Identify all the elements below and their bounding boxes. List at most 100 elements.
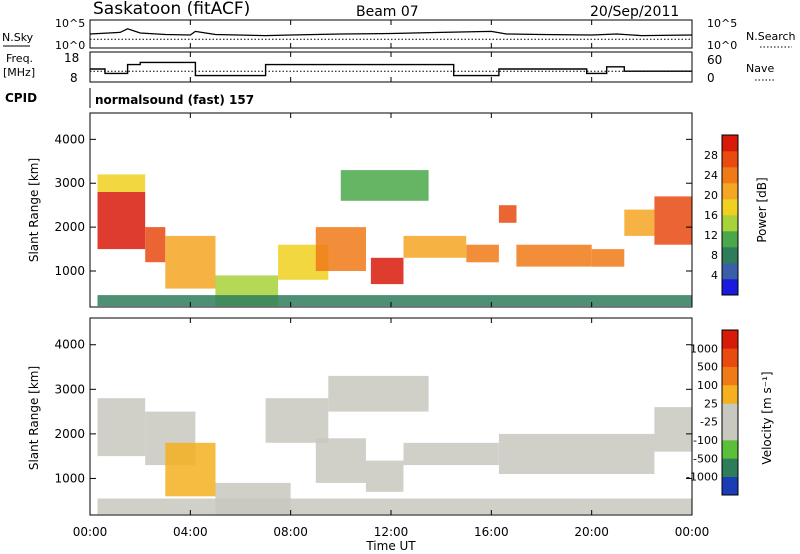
heatmap-cell xyxy=(654,196,692,245)
beam-title: Beam 07 xyxy=(356,4,419,20)
power-cells xyxy=(97,170,692,307)
noise-right-tick-top: 10^5 xyxy=(707,17,737,30)
colorbar-segment xyxy=(722,458,738,477)
colorbar-tick-label: -500 xyxy=(693,452,718,465)
y-tick-label: 4000 xyxy=(54,132,85,146)
colorbar-segment xyxy=(722,366,738,386)
noise-series-line xyxy=(89,28,693,37)
y-tick-label: 1000 xyxy=(54,264,85,278)
freq-right-tick-bottom: 0 xyxy=(707,71,715,85)
colorbar-tick-label: 500 xyxy=(697,361,718,374)
colorbar-segment xyxy=(722,440,738,459)
heatmap-cell xyxy=(165,442,216,497)
colorbar-tick-label: -25 xyxy=(700,416,718,429)
colorbar-frame xyxy=(721,134,739,296)
power-ylabel: Slant Range [km] xyxy=(27,158,41,262)
heatmap-cell xyxy=(165,235,216,289)
colorbar-tick-label: -100 xyxy=(693,434,718,447)
heatmap-cell xyxy=(97,192,146,250)
colorbar-frame xyxy=(721,329,739,496)
freq-right-tick-top: 60 xyxy=(707,53,722,67)
noise-right-tick-bottom: 10^0 xyxy=(707,39,737,52)
colorbar-tick-label: 20 xyxy=(704,189,718,202)
heatmap-cell xyxy=(97,295,692,307)
colorbar-tick-label: 12 xyxy=(704,229,718,242)
freq-left-label-1: Freq. xyxy=(6,52,33,65)
heatmap-cell xyxy=(328,375,429,412)
heatmap-cell xyxy=(466,244,499,263)
heatmap-cell xyxy=(340,170,429,201)
heatmap-cell xyxy=(145,227,166,263)
heatmap-cell xyxy=(624,209,655,236)
heatmap-cell xyxy=(370,257,404,285)
y-tick-label: 3000 xyxy=(54,176,85,190)
colorbar-segment xyxy=(722,215,738,232)
heatmap-cell xyxy=(498,433,655,474)
heatmap-cell xyxy=(403,235,467,258)
velocity-colorbar: 1000 500 100 25 -25 -100 -500 -1000 xyxy=(686,329,739,496)
colorbar-segment xyxy=(722,421,738,441)
heatmap-cell xyxy=(97,174,146,192)
station-title: Saskatoon (fitACF) xyxy=(93,0,250,19)
x-tick-label: 16:00 xyxy=(474,525,509,539)
colorbar-tick-label: 4 xyxy=(711,269,718,282)
velocity-colorbar-label: Velocity [m s⁻¹] xyxy=(760,371,774,464)
heatmap-cell xyxy=(265,398,329,443)
noise-left-tick-bottom: 10^0 xyxy=(55,39,85,52)
freq-lines xyxy=(90,61,692,77)
colorbar-segment xyxy=(722,183,738,200)
heatmap-cell xyxy=(654,407,692,452)
power-colorbar: 28 24 20 16 12 8 4 xyxy=(704,134,739,296)
freq-left-tick-top: 18 xyxy=(64,51,79,65)
colorbar-segment xyxy=(722,135,738,152)
cpid-label: CPID xyxy=(5,91,37,105)
colorbar-segment xyxy=(722,348,738,367)
heatmap-cell xyxy=(403,442,499,466)
power-yticks: 4000 3000 2000 1000 xyxy=(54,132,692,278)
x-tick-label: 20:00 xyxy=(574,525,609,539)
x-tick-label: 08:00 xyxy=(273,525,308,539)
freq-series-line xyxy=(90,61,692,77)
date-title: 20/Sep/2011 xyxy=(590,4,679,20)
x-tick-label: 12:00 xyxy=(374,525,409,539)
heatmap-cell xyxy=(97,498,692,515)
noise-right-label: N.Search xyxy=(746,30,796,43)
heatmap-cell xyxy=(498,205,517,223)
colorbar-tick-label: 8 xyxy=(711,249,718,262)
noise-lines xyxy=(89,28,693,40)
heatmap-cell xyxy=(591,249,625,267)
cpid-value: normalsound (fast) 157 xyxy=(95,93,254,107)
colorbar-segment xyxy=(722,476,738,496)
power-colorbar-label: Power [dB] xyxy=(755,177,769,242)
x-tick-label: 00:00 xyxy=(675,525,710,539)
y-tick-label: 2000 xyxy=(54,427,85,441)
x-axis-ticks: 00:00 04:00 08:00 12:00 16:00 20:00 00:00 xyxy=(73,20,710,539)
y-tick-label: 1000 xyxy=(54,471,85,485)
colorbar-tick-label: 100 xyxy=(697,379,718,392)
colorbar-segment xyxy=(722,231,738,248)
velocity-ylabel: Slant Range [km] xyxy=(27,366,41,470)
freq-right-label: Nave xyxy=(746,62,774,75)
colorbar-segment xyxy=(722,403,738,422)
colorbar-tick-label: 28 xyxy=(704,149,718,162)
x-axis-label: Time UT xyxy=(365,539,416,553)
colorbar-segment xyxy=(722,279,738,296)
noise-left-tick-top: 10^5 xyxy=(55,17,85,30)
heatmap-cell xyxy=(315,438,366,483)
colorbar-segment xyxy=(722,151,738,168)
colorbar-segment xyxy=(722,385,738,404)
velocity-cells xyxy=(97,375,692,515)
colorbar-tick-label: 24 xyxy=(704,169,718,182)
y-tick-label: 2000 xyxy=(54,220,85,234)
heatmap-cell xyxy=(97,398,146,457)
colorbar-tick-label: 1000 xyxy=(690,342,718,355)
y-tick-label: 3000 xyxy=(54,382,85,396)
colorbar-tick-label: -1000 xyxy=(686,471,718,484)
colorbar-segment xyxy=(722,247,738,264)
heatmap-cell xyxy=(516,244,592,267)
y-tick-label: 4000 xyxy=(54,338,85,352)
colorbar-segment xyxy=(722,330,738,349)
noise-left-label: N.Sky xyxy=(2,31,34,44)
colorbar-segment xyxy=(722,167,738,184)
